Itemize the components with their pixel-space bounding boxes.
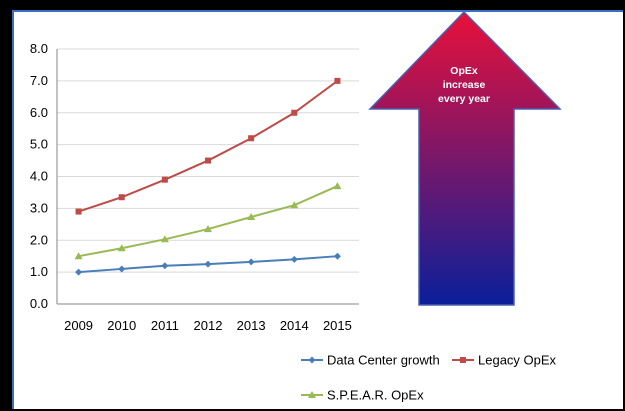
data-point-square	[460, 357, 466, 363]
y-tick-label: 0.0	[30, 296, 48, 311]
gridlines	[57, 48, 359, 273]
data-point-square	[205, 157, 211, 164]
series-line	[78, 185, 338, 258]
legend-item: Data Center growth	[301, 353, 440, 368]
up-arrow-shape	[368, 12, 562, 306]
data-point-square	[75, 208, 82, 215]
line-chart: 0.0 1.0 2.0 3.0 4.0 5.0 6.0 7.0 8.0 2009 2010 2011 2…	[30, 12, 562, 403]
x-tick-label: 2014	[280, 318, 309, 333]
x-tick-label: 2011	[151, 318, 179, 333]
series-data-center-growth	[75, 252, 341, 276]
y-tick-label: 4.0	[30, 169, 48, 184]
data-point-triangle	[308, 391, 316, 398]
x-tick-label: 2010	[107, 318, 136, 333]
data-point-triangle	[74, 252, 83, 260]
data-point-diamond	[247, 258, 255, 266]
data-point-diamond	[308, 356, 316, 364]
y-tick-label: 8.0	[30, 41, 48, 56]
x-tick-label: 2012	[194, 318, 223, 333]
y-tick-label: 1.0	[30, 264, 48, 279]
legend-label: Data Center growth	[327, 353, 440, 368]
x-tick-label: 2013	[237, 318, 266, 333]
arrow-text-line-2: increase	[443, 79, 486, 91]
y-tick-label: 7.0	[30, 73, 48, 88]
arrow-text-line-3: every year	[438, 93, 490, 105]
data-point-square	[334, 77, 341, 84]
data-point-diamond	[290, 255, 298, 263]
data-point-diamond	[75, 268, 83, 276]
axes: 0.0 1.0 2.0 3.0 4.0 5.0 6.0 7.0 8.0 2009 2010 2011 2…	[30, 41, 359, 333]
data-point-triangle	[247, 212, 256, 220]
opex-arrow: OpEx increase every year	[368, 12, 562, 306]
data-point-diamond	[118, 265, 126, 273]
data-point-square	[118, 194, 125, 201]
data-point-square	[291, 109, 298, 116]
series	[74, 77, 342, 276]
y-tick-label: 2.0	[30, 232, 48, 247]
legend-item: Legacy OpEx	[452, 353, 557, 368]
data-point-square	[248, 135, 255, 142]
arrow-text-line-1: OpEx	[450, 65, 478, 77]
legend-item: S.P.E.A.R. OpEx	[301, 388, 424, 403]
data-point-triangle	[290, 201, 299, 209]
data-point-triangle	[160, 235, 169, 243]
data-point-triangle	[117, 244, 126, 252]
series-legacy-opex	[75, 77, 341, 215]
legend-label: Legacy OpEx	[478, 353, 557, 368]
y-tick-label: 6.0	[30, 105, 48, 120]
slide-canvas: 0.0 1.0 2.0 3.0 4.0 5.0 6.0 7.0 8.0 2009 2010 2011 2…	[12, 10, 623, 409]
data-point-diamond	[204, 260, 212, 268]
y-tick-label: 5.0	[30, 137, 48, 152]
y-tick-label: 3.0	[30, 200, 48, 215]
legend: Data Center growth Legacy OpEx S.P.E.A.R. …	[301, 353, 557, 403]
data-point-triangle	[333, 182, 342, 190]
series-line	[78, 80, 339, 213]
legend-label: S.P.E.A.R. OpEx	[327, 388, 424, 403]
data-point-diamond	[333, 252, 341, 260]
data-point-triangle	[204, 225, 212, 233]
x-tick-label: 2015	[323, 318, 352, 333]
data-point-square	[161, 176, 168, 183]
series-s-p-e-a-r-opex	[74, 182, 342, 260]
data-point-diamond	[161, 262, 169, 270]
x-tick-label: 2009	[64, 318, 93, 333]
